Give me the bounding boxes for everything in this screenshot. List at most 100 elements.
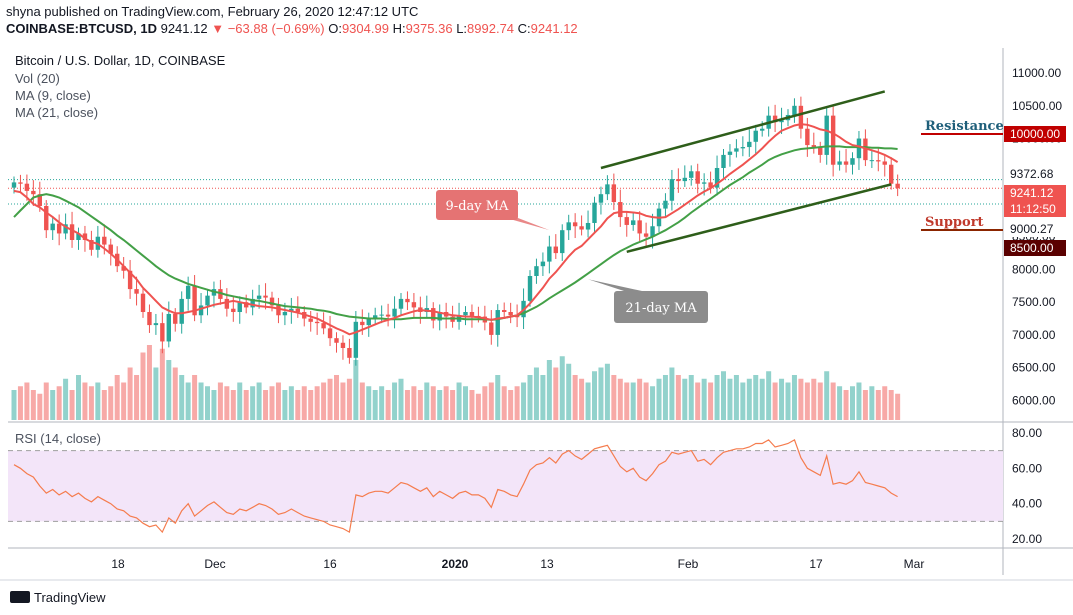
volume-bar	[359, 382, 365, 420]
chart-title: Bitcoin / U.S. Dollar, 1D, COINBASE	[15, 53, 226, 68]
volume-bar	[475, 393, 481, 420]
candle-body	[160, 323, 165, 342]
candle-body	[431, 308, 436, 321]
candle-body	[618, 202, 623, 218]
support-price-tag: 8500.00	[1010, 241, 1054, 255]
volume-bar	[875, 390, 881, 420]
volume-bar	[50, 390, 56, 420]
last-price: 9241.12	[160, 21, 208, 36]
volume-bar	[417, 390, 423, 420]
ma9-callout-label: 9-day MA	[446, 199, 510, 214]
volume-bar	[701, 378, 707, 420]
volume-bar	[321, 382, 327, 420]
volume-bar	[695, 382, 701, 420]
candle-body	[76, 233, 81, 240]
volume-bar	[869, 386, 875, 420]
volume-bar	[598, 367, 604, 420]
candle-body	[263, 295, 268, 298]
candle-body	[489, 322, 494, 335]
volume-bar	[798, 378, 804, 420]
volume-bar	[63, 378, 69, 420]
volume-bar	[430, 386, 436, 420]
price-tag-9000-bg	[1004, 221, 1066, 237]
volume-bar	[334, 375, 339, 420]
resistance-label: Resistance	[925, 119, 1004, 134]
volume-bar	[643, 382, 649, 420]
candle-body	[598, 194, 604, 203]
candle-body	[127, 270, 133, 290]
volume-bar	[217, 382, 223, 420]
volume-bar	[450, 390, 456, 420]
candle-body	[824, 115, 829, 155]
volume-bar	[721, 371, 726, 420]
volume-bar	[269, 386, 275, 420]
time-tick-label: 18	[111, 557, 125, 571]
candle-body	[334, 338, 339, 343]
candle-body	[495, 310, 500, 335]
volume-bar	[224, 386, 230, 420]
volume-bar	[572, 375, 578, 420]
volume-bar	[404, 390, 410, 420]
candle-body	[166, 313, 171, 342]
price-tick-label: 7000.00	[1012, 328, 1056, 342]
volume-bar	[121, 382, 127, 420]
volume-bar	[43, 382, 49, 420]
candle-body	[385, 314, 391, 317]
price-tick-label: 11000.00	[1012, 66, 1061, 80]
volume-bar	[501, 386, 507, 420]
candle-body	[44, 205, 49, 231]
volume-bar	[179, 375, 185, 420]
rsi-tick-label: 80.00	[1012, 426, 1042, 440]
volume-bar	[30, 390, 36, 420]
volume-bar	[688, 375, 694, 420]
volume-bar	[198, 382, 204, 420]
candle-body	[631, 220, 636, 225]
ma9-callout-pointer	[506, 218, 550, 231]
candle-body	[463, 312, 468, 316]
volume-bar	[114, 375, 120, 420]
tradingview-logo[interactable]: TradingView	[10, 590, 106, 605]
candle-body	[856, 138, 862, 159]
volume-bar	[540, 375, 546, 420]
volume-bar	[533, 367, 539, 420]
candle-body	[231, 308, 236, 312]
volume-bar	[56, 386, 62, 420]
tradingview-logo-icon	[10, 591, 30, 603]
candle-body	[624, 217, 629, 225]
volume-bar	[604, 363, 610, 420]
volume-bar	[108, 386, 114, 420]
legend-rsi: RSI (14, close)	[15, 431, 101, 446]
volume-bar	[366, 386, 372, 420]
volume-bar	[69, 390, 75, 420]
candle-body	[179, 298, 184, 324]
candle-body	[121, 266, 126, 271]
volume-bar	[469, 390, 475, 420]
high-label: H:	[392, 21, 406, 36]
candle-body	[534, 266, 539, 276]
volume-bar	[327, 378, 333, 420]
candle-body	[256, 295, 262, 299]
candle-body	[876, 160, 881, 162]
candle-body	[553, 246, 558, 254]
volume-bar	[392, 382, 398, 420]
volume-bar	[185, 382, 191, 420]
candle-body	[185, 285, 191, 299]
volume-bar	[559, 356, 565, 420]
volume-bar	[785, 382, 791, 420]
candle-body	[50, 223, 55, 231]
volume-bar	[527, 375, 533, 420]
candle-body	[327, 328, 333, 339]
volume-bar	[340, 382, 346, 420]
price-tag-9372: 9372.68	[1010, 167, 1054, 181]
volume-bar	[592, 371, 597, 420]
volume-bar	[727, 378, 733, 420]
volume-bar	[824, 371, 830, 420]
candle-body	[340, 342, 346, 348]
candle-body	[714, 168, 720, 188]
volume-bar	[205, 386, 210, 420]
volume-bar	[817, 382, 823, 420]
candle-body	[830, 115, 836, 165]
volume-bar	[753, 375, 759, 420]
volume-bar	[88, 386, 94, 420]
